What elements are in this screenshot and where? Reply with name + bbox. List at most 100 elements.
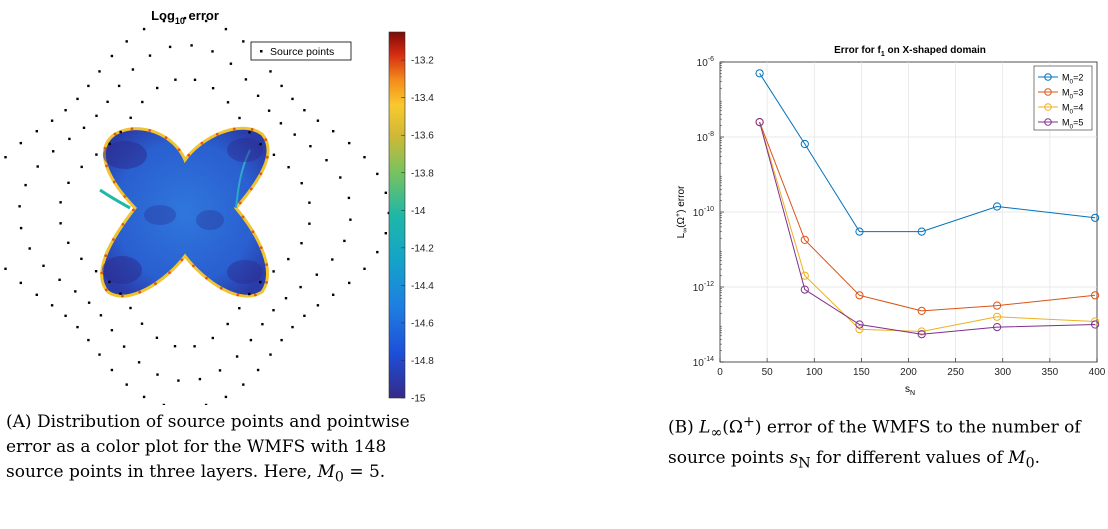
y-tick-label: 10-14 xyxy=(693,356,714,369)
source-point xyxy=(111,55,113,57)
source-point xyxy=(126,383,128,385)
source-point xyxy=(205,20,207,22)
source-point xyxy=(332,294,334,296)
source-point xyxy=(325,159,327,161)
caption-b-math-1-sub: ∞ xyxy=(710,425,722,441)
source-point xyxy=(156,337,158,339)
source-point xyxy=(348,142,350,144)
source-point xyxy=(309,145,311,147)
y-tick-label: 10-10 xyxy=(693,206,714,219)
source-point xyxy=(174,79,176,81)
source-point xyxy=(272,309,274,311)
y-tick-label: 10-8 xyxy=(697,131,714,144)
source-point xyxy=(227,323,229,325)
colorbar-tick-label: -13.2 xyxy=(411,56,434,67)
x-shaped-domain xyxy=(100,128,268,296)
edge-error-spot xyxy=(259,172,262,175)
source-point xyxy=(299,286,301,288)
source-point xyxy=(51,120,53,122)
source-point xyxy=(303,315,305,317)
source-point xyxy=(348,282,350,284)
edge-error-spot xyxy=(181,258,184,261)
edge-error-spot xyxy=(250,188,253,191)
source-point xyxy=(317,120,319,122)
edge-error-spot xyxy=(122,223,125,226)
line-chart-title: Error for f1 on X-shaped domain xyxy=(834,45,986,58)
source-point xyxy=(269,353,271,355)
caption-b-math-3-sub: 0 xyxy=(1026,455,1035,471)
edge-error-spot xyxy=(233,127,236,130)
source-point xyxy=(64,315,66,317)
edge-error-spot xyxy=(216,133,219,136)
source-point xyxy=(83,127,85,129)
source-point xyxy=(141,323,143,325)
edge-error-spot xyxy=(114,133,117,136)
caption-b-math-1-rest: (Ω xyxy=(722,418,743,438)
edge-error-spot xyxy=(104,254,107,257)
source-point xyxy=(287,166,289,168)
source-point xyxy=(95,115,97,117)
caption-b-text-3: . xyxy=(1035,448,1040,468)
source-point xyxy=(272,270,274,272)
y-axis: 10-1410-1210-1010-810-6 xyxy=(693,56,724,369)
edge-error-spot xyxy=(205,277,208,280)
source-point xyxy=(130,117,132,119)
source-point xyxy=(363,268,365,270)
source-point xyxy=(280,122,282,124)
edge-error-spot xyxy=(264,138,267,141)
source-point xyxy=(120,131,122,133)
edge-error-spot xyxy=(265,281,268,284)
source-point xyxy=(363,156,365,158)
source-point xyxy=(212,337,214,339)
colorbar-tick-label: -14.6 xyxy=(411,318,434,329)
source-point xyxy=(76,326,78,328)
colorbar-tick-label: -14 xyxy=(411,206,426,217)
source-point xyxy=(143,396,145,398)
source-point xyxy=(20,282,22,284)
edge-error-spot xyxy=(112,238,115,241)
edge-error-spot xyxy=(252,230,255,233)
source-point xyxy=(29,247,31,249)
source-point xyxy=(108,281,110,283)
source-point xyxy=(67,182,69,184)
caption-b-math-3: M xyxy=(1008,448,1025,468)
source-point xyxy=(87,339,89,341)
source-point xyxy=(269,70,271,72)
source-point xyxy=(156,87,158,89)
source-point xyxy=(225,28,227,30)
source-point xyxy=(280,85,282,87)
source-point xyxy=(126,40,128,42)
source-point xyxy=(163,404,165,405)
edge-error-spot xyxy=(113,181,116,184)
source-point xyxy=(36,130,38,132)
edge-error-spot xyxy=(178,148,181,151)
error-heatmap-figure: Log10 error Source points -13.2-13.4-13.… xyxy=(0,0,440,405)
source-point xyxy=(287,258,289,260)
source-point xyxy=(339,176,341,178)
source-point xyxy=(98,70,100,72)
source-point xyxy=(349,219,351,221)
source-point xyxy=(242,40,244,42)
source-point xyxy=(109,143,111,145)
source-point xyxy=(169,46,171,48)
source-point xyxy=(385,232,387,234)
source-point xyxy=(376,251,378,253)
edge-error-spot xyxy=(131,127,134,130)
source-point xyxy=(177,379,179,381)
caption-b-math-2: s xyxy=(789,448,798,468)
y-axis-label: L∞(Ω+) error xyxy=(675,185,689,238)
edge-error-spot xyxy=(121,295,124,298)
source-point xyxy=(348,197,350,199)
source-point xyxy=(76,98,78,100)
source-point xyxy=(118,85,120,87)
source-point xyxy=(190,44,192,46)
colorbar-tick-label: -13.6 xyxy=(411,131,434,142)
caption-a-math: M xyxy=(317,462,334,482)
source-point xyxy=(219,369,221,371)
source-point xyxy=(64,109,66,111)
edge-error-spot xyxy=(132,209,135,212)
source-point xyxy=(376,173,378,175)
source-point xyxy=(20,227,22,229)
edge-error-spot xyxy=(265,263,268,266)
edge-error-spot xyxy=(220,287,223,290)
